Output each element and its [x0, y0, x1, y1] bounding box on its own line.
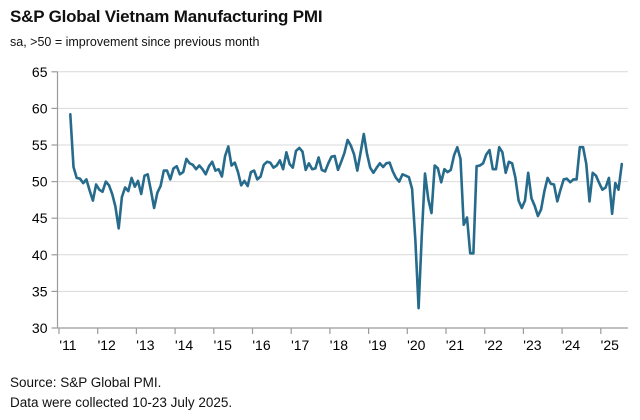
x-axis-label: '25 — [601, 337, 619, 353]
x-axis-label: '17 — [291, 337, 309, 353]
x-axis-label: '20 — [407, 337, 425, 353]
source-text: Source: S&P Global PMI. — [10, 375, 162, 390]
y-axis-label: 60 — [32, 100, 48, 116]
y-axis-label: 45 — [32, 210, 48, 226]
x-axis-label: '16 — [252, 337, 270, 353]
x-axis-label: '18 — [330, 337, 348, 353]
y-axis-label: 50 — [32, 174, 48, 190]
y-axis-label: 30 — [32, 320, 48, 336]
x-axis-label: '24 — [562, 337, 580, 353]
x-axis-label: '23 — [523, 337, 541, 353]
x-axis-label: '21 — [446, 337, 464, 353]
x-axis-label: '13 — [136, 337, 154, 353]
x-axis-label: '11 — [59, 337, 76, 353]
y-axis-label: 35 — [32, 283, 48, 299]
chart-title: S&P Global Vietnam Manufacturing PMI — [10, 7, 323, 26]
x-axis-label: '12 — [98, 337, 116, 353]
x-axis-label: '19 — [368, 337, 386, 353]
collection-date-text: Data were collected 10-23 July 2025. — [10, 394, 233, 410]
x-axis-label: '14 — [175, 337, 193, 353]
x-axis-label: '15 — [214, 337, 232, 353]
x-axis-label: '22 — [485, 337, 503, 353]
chart-footer: Source: S&P Global PMI. Data were collec… — [10, 373, 232, 412]
y-axis-label: 40 — [32, 247, 48, 263]
chart-subtitle: sa, >50 = improvement since previous mon… — [10, 35, 260, 49]
pmi-data-line — [69, 112, 624, 310]
y-axis-label: 65 — [32, 64, 48, 80]
y-axis-label: 55 — [32, 137, 48, 153]
pmi-line-chart: 30 35 40 45 50 55 60 65 '11 '12 '13 '14 '15 '16 '17 '18… — [32, 64, 628, 353]
